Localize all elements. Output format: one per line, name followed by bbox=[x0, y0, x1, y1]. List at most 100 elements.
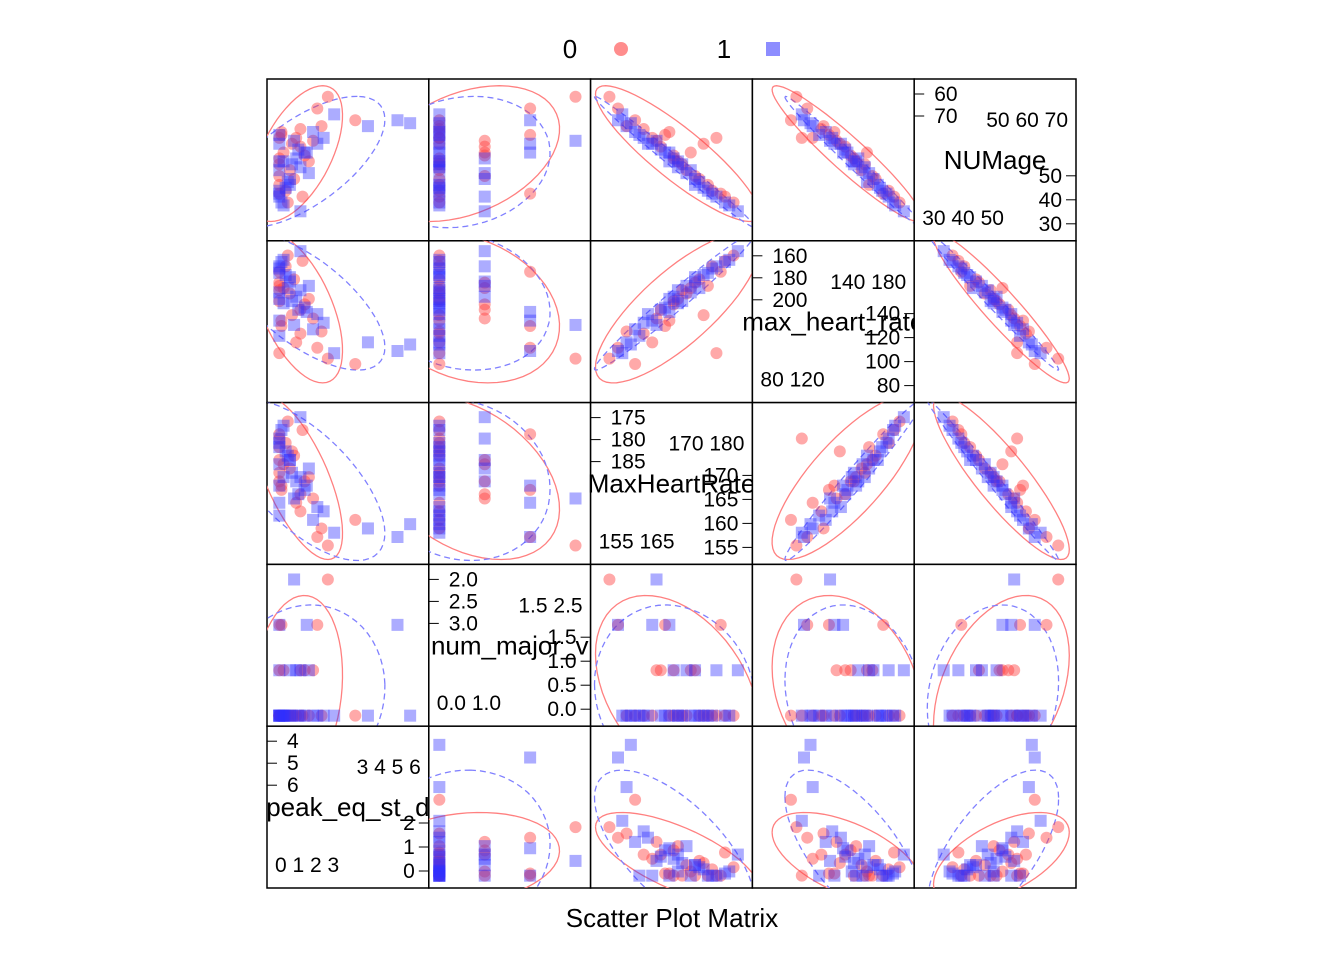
point-group-1 bbox=[433, 424, 446, 436]
point-group-1 bbox=[433, 181, 446, 194]
point-group-1 bbox=[882, 664, 895, 677]
point-group-1 bbox=[433, 301, 446, 314]
diag-tick-label: 185 bbox=[611, 451, 646, 474]
point-group-0 bbox=[817, 827, 830, 840]
point-group-0 bbox=[524, 265, 537, 278]
point-group-0 bbox=[275, 320, 288, 333]
point-group-0 bbox=[294, 140, 307, 153]
point-group-1 bbox=[719, 196, 731, 209]
point-group-1 bbox=[433, 869, 446, 882]
point-group-1 bbox=[958, 869, 971, 882]
point-group-1 bbox=[819, 125, 832, 138]
point-group-0 bbox=[294, 664, 307, 677]
point-group-0 bbox=[646, 852, 659, 865]
point-group-1 bbox=[478, 190, 491, 203]
ellipse-group-1 bbox=[428, 95, 551, 229]
point-group-1 bbox=[826, 505, 839, 518]
point-group-1 bbox=[273, 618, 286, 631]
point-group-1 bbox=[828, 496, 841, 509]
point-group-1 bbox=[277, 297, 290, 310]
point-group-1 bbox=[281, 282, 294, 295]
point-group-0 bbox=[706, 260, 719, 273]
point-group-0 bbox=[524, 867, 537, 880]
point-group-1 bbox=[671, 709, 684, 722]
point-group-0 bbox=[433, 125, 446, 138]
point-group-0 bbox=[433, 249, 446, 262]
point-group-1 bbox=[641, 831, 654, 844]
point-group-0 bbox=[433, 309, 446, 322]
point-group-0 bbox=[283, 287, 296, 300]
panel-frame bbox=[913, 563, 1077, 727]
point-group-0 bbox=[433, 287, 446, 300]
diag-tick-labels-left: 0 1 2 3 bbox=[275, 854, 339, 877]
point-group-0 bbox=[659, 128, 672, 141]
point-group-0 bbox=[970, 854, 983, 867]
point-group-0 bbox=[433, 260, 446, 273]
point-group-0 bbox=[984, 284, 997, 297]
point-group-0 bbox=[972, 869, 985, 882]
point-group-1 bbox=[433, 137, 446, 150]
point-group-1 bbox=[663, 305, 676, 318]
point-group-0 bbox=[693, 854, 706, 867]
point-group-1 bbox=[996, 479, 1009, 492]
point-group-1 bbox=[1034, 347, 1047, 360]
point-group-1 bbox=[328, 108, 341, 121]
point-group-1 bbox=[391, 345, 404, 358]
point-group-1 bbox=[1017, 709, 1030, 722]
point-group-1 bbox=[1025, 738, 1038, 751]
point-group-1 bbox=[569, 134, 582, 147]
point-group-1 bbox=[294, 161, 307, 174]
point-group-0 bbox=[952, 254, 965, 267]
point-group-1 bbox=[633, 709, 646, 722]
point-group-1 bbox=[852, 664, 865, 677]
point-group-0 bbox=[680, 164, 693, 177]
point-group-0 bbox=[671, 709, 684, 722]
point-group-0 bbox=[727, 249, 740, 262]
point-group-0 bbox=[349, 114, 362, 127]
point-group-0 bbox=[795, 131, 808, 144]
point-group-0 bbox=[275, 618, 288, 631]
point-group-0 bbox=[877, 869, 890, 882]
point-group-0 bbox=[850, 155, 863, 168]
point-group-1 bbox=[478, 432, 491, 445]
point-group-1 bbox=[946, 255, 959, 268]
point-group-0 bbox=[706, 863, 719, 876]
ellipse-group-1 bbox=[926, 604, 1060, 727]
point-group-1 bbox=[1022, 781, 1035, 794]
point-group-0 bbox=[710, 347, 723, 360]
point-group-0 bbox=[315, 522, 328, 535]
point-group-0 bbox=[680, 287, 693, 300]
point-group-0 bbox=[1017, 867, 1030, 880]
point-group-0 bbox=[1040, 341, 1053, 354]
point-group-1 bbox=[478, 260, 491, 273]
point-group-1 bbox=[1028, 531, 1041, 543]
point-group-0 bbox=[844, 844, 857, 857]
point-group-1 bbox=[616, 814, 629, 827]
point-group-1 bbox=[328, 709, 341, 722]
point-group-1 bbox=[273, 479, 286, 492]
point-group-1 bbox=[294, 411, 307, 424]
diag-tick-label: 2 bbox=[403, 812, 415, 835]
point-group-0 bbox=[637, 848, 650, 861]
point-group-0 bbox=[828, 479, 841, 492]
point-group-1 bbox=[671, 865, 684, 878]
point-group-1 bbox=[961, 863, 974, 876]
legend-label-1: 1 bbox=[717, 34, 731, 64]
point-group-0 bbox=[273, 709, 286, 722]
point-group-1 bbox=[478, 411, 491, 424]
point-group-0 bbox=[855, 462, 868, 475]
point-group-0 bbox=[1052, 821, 1065, 834]
point-group-1 bbox=[273, 709, 286, 722]
point-group-1 bbox=[646, 137, 659, 150]
point-group-0 bbox=[701, 279, 714, 292]
point-group-0 bbox=[1019, 848, 1032, 861]
point-group-1 bbox=[943, 253, 956, 266]
point-group-0 bbox=[433, 347, 446, 360]
point-group-1 bbox=[975, 462, 988, 475]
point-group-1 bbox=[433, 501, 446, 514]
point-group-1 bbox=[328, 347, 341, 360]
point-group-1 bbox=[569, 854, 582, 867]
point-group-0 bbox=[784, 114, 797, 127]
point-group-1 bbox=[524, 137, 537, 150]
point-group-1 bbox=[404, 709, 417, 722]
